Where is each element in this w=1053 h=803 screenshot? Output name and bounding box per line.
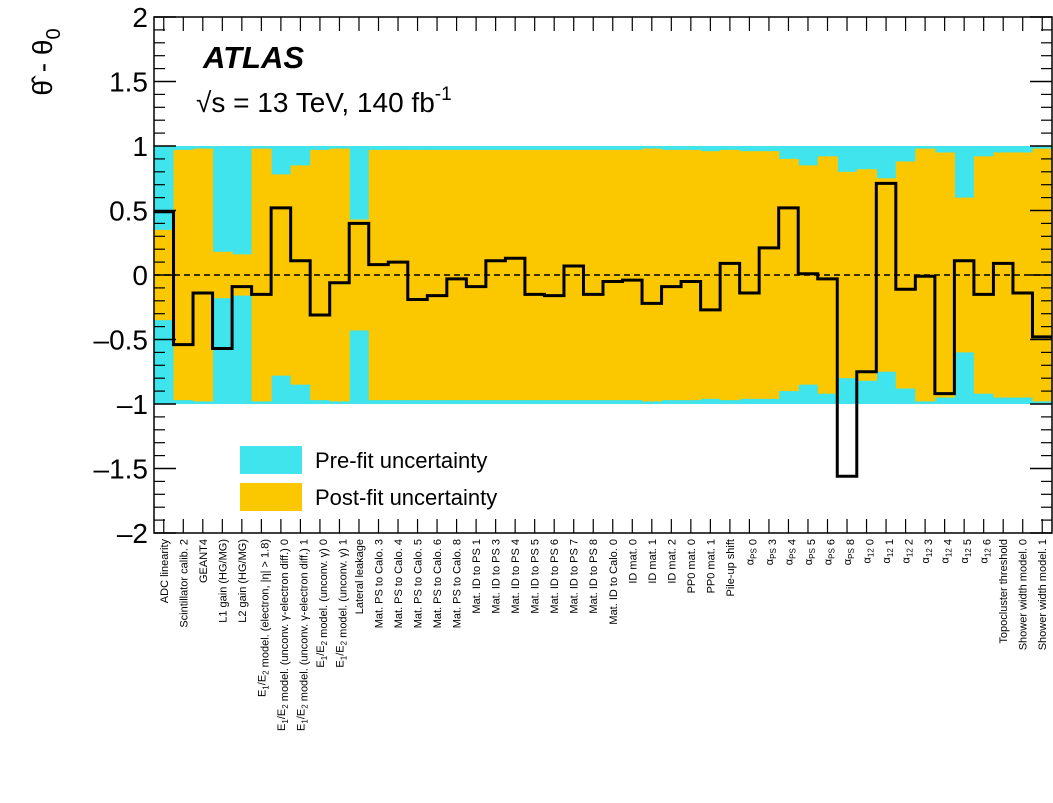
post-fit-band	[973, 156, 995, 394]
x-tick-label: Shower width model. 0	[1018, 539, 1030, 650]
x-tick-label: Scintillator calib. 2	[178, 539, 190, 628]
y-tick-labels: –2 –1.5 –1 –0.5 0 0.5 1 1.5 2	[94, 2, 149, 549]
x-tick-label: αPS 0	[744, 539, 759, 565]
post-fit-band	[173, 149, 194, 401]
x-tick-label: E1/E2 model. (unconv. γ-electron diff.) …	[276, 539, 291, 731]
x-tick-label: αPS 6	[823, 539, 838, 565]
x-tick-label: Mat. ID to PS 5	[530, 539, 542, 614]
legend-label-pre-fit: Pre-fit uncertainty	[315, 448, 487, 473]
x-tick-label: Shower width model. 1	[1037, 539, 1049, 650]
x-tick-label: αPS 3	[764, 539, 779, 565]
x-tick-label: Mat. ID to PS 3	[491, 539, 503, 614]
x-tick-label: α12 0	[862, 539, 877, 563]
x-tick-label: Topocluster threshold	[998, 539, 1010, 644]
legend-label-post-fit: Post-fit uncertainty	[315, 485, 497, 510]
y-axis-label: θ̂ - θ0	[27, 28, 65, 95]
y-tick-label: –1.5	[94, 454, 149, 485]
x-tick-label: GEANT4	[198, 539, 210, 583]
x-tick-label: Mat. ID to PS 8	[588, 539, 600, 614]
x-tick-label: ID mat. 1	[647, 539, 659, 584]
x-tick-label: Lateral leakage	[354, 539, 366, 614]
x-tick-label: E1/E2 model. (unconv. γ) 1	[334, 539, 349, 668]
x-tick-label: α12 2	[901, 539, 916, 563]
x-tick-label: PP0 mat. 1	[705, 539, 717, 593]
post-fit-band	[271, 174, 292, 376]
x-tick-label: Pile-up shift	[725, 539, 737, 596]
post-fit-band	[1012, 152, 1034, 398]
y-tick-label: –1	[117, 389, 148, 420]
post-fit-band	[700, 151, 721, 399]
energy-lumi-label: √s = 13 TeV, 140 fb-1	[196, 84, 452, 118]
x-tick-label: Mat. PS to Calo. 5	[413, 539, 425, 628]
x-tick-label: E1/E2 model. (unconv. γ) 0	[315, 539, 330, 668]
x-tick-label: α12 3	[920, 539, 935, 563]
x-tick-label: Mat. PS to Calo. 6	[432, 539, 444, 628]
x-tick-label: α12 5	[959, 539, 974, 563]
x-tick-label: ID mat. 2	[666, 539, 678, 584]
x-tick-label: αPS 8	[842, 539, 857, 565]
experiment-label: ATLAS	[202, 40, 304, 75]
post-fit-band	[310, 149, 331, 401]
x-tick-label: α12 1	[881, 539, 896, 563]
x-tick-label: Mat. PS to Calo. 4	[393, 539, 405, 628]
x-tick-label: L2 gain (HG/MG)	[237, 539, 249, 623]
post-fit-band	[720, 149, 741, 401]
x-tick-label: PP0 mat. 0	[686, 539, 698, 593]
post-fit-band	[251, 148, 272, 402]
y-tick-label: 1.5	[109, 67, 148, 98]
y-tick-label: –2	[117, 518, 148, 549]
x-tick-label: ADC linearity	[159, 539, 171, 604]
x-tick-label: ID mat. 0	[627, 539, 639, 584]
x-tick-label: Mat. ID to PS 1	[471, 539, 483, 614]
y-tick-label: 0.5	[109, 196, 148, 227]
post-fit-band	[681, 149, 702, 401]
y-tick-label: 2	[132, 2, 148, 33]
post-fit-band	[212, 251, 233, 299]
legend: Pre-fit uncertainty Post-fit uncertainty	[240, 446, 497, 511]
legend-swatch-post-fit	[240, 483, 302, 511]
x-tick-label: Mat. ID to PS 6	[549, 539, 561, 614]
x-tick-label: Mat. ID to PS 7	[569, 539, 581, 614]
y-tick-label: 1	[132, 131, 148, 162]
x-tick-label: αPS 4	[783, 539, 798, 565]
post-fit-band	[193, 148, 214, 402]
y-tick-label: 0	[132, 260, 148, 291]
post-fit-band	[622, 149, 643, 401]
legend-swatch-pre-fit	[240, 446, 302, 474]
x-tick-label: α12 4	[940, 539, 955, 563]
post-fit-band	[993, 152, 1014, 398]
x-tick-label: Mat. ID to PS 4	[510, 539, 522, 614]
post-fit-band	[583, 149, 604, 401]
x-tick-label: E1/E2 model. (unconv. γ-electron diff.) …	[295, 539, 310, 731]
x-tick-label: αPS 5	[803, 539, 818, 565]
post-fit-band	[290, 165, 311, 385]
post-fit-band	[603, 149, 624, 401]
y-tick-label: –0.5	[94, 325, 149, 356]
post-fit-band	[642, 148, 663, 402]
post-fit-band	[661, 149, 682, 401]
x-tick-labels: ADC linearity Scintillator calib. 2 GEANT4…	[159, 539, 1049, 731]
x-tick-label: Mat. ID to Calo. 0	[608, 539, 620, 625]
pull-step-line	[154, 181, 1052, 478]
x-tick-label: Mat. PS to Calo. 3	[374, 539, 386, 628]
axis-ticks	[154, 16, 1052, 534]
x-tick-label: L1 gain (HG/MG)	[217, 539, 229, 623]
x-tick-label: Mat. PS to Calo. 8	[452, 539, 464, 628]
x-tick-label: E1/E2 model. (electron, |η| > 1.8)	[256, 539, 271, 697]
x-tick-label: α12 6	[979, 539, 994, 563]
